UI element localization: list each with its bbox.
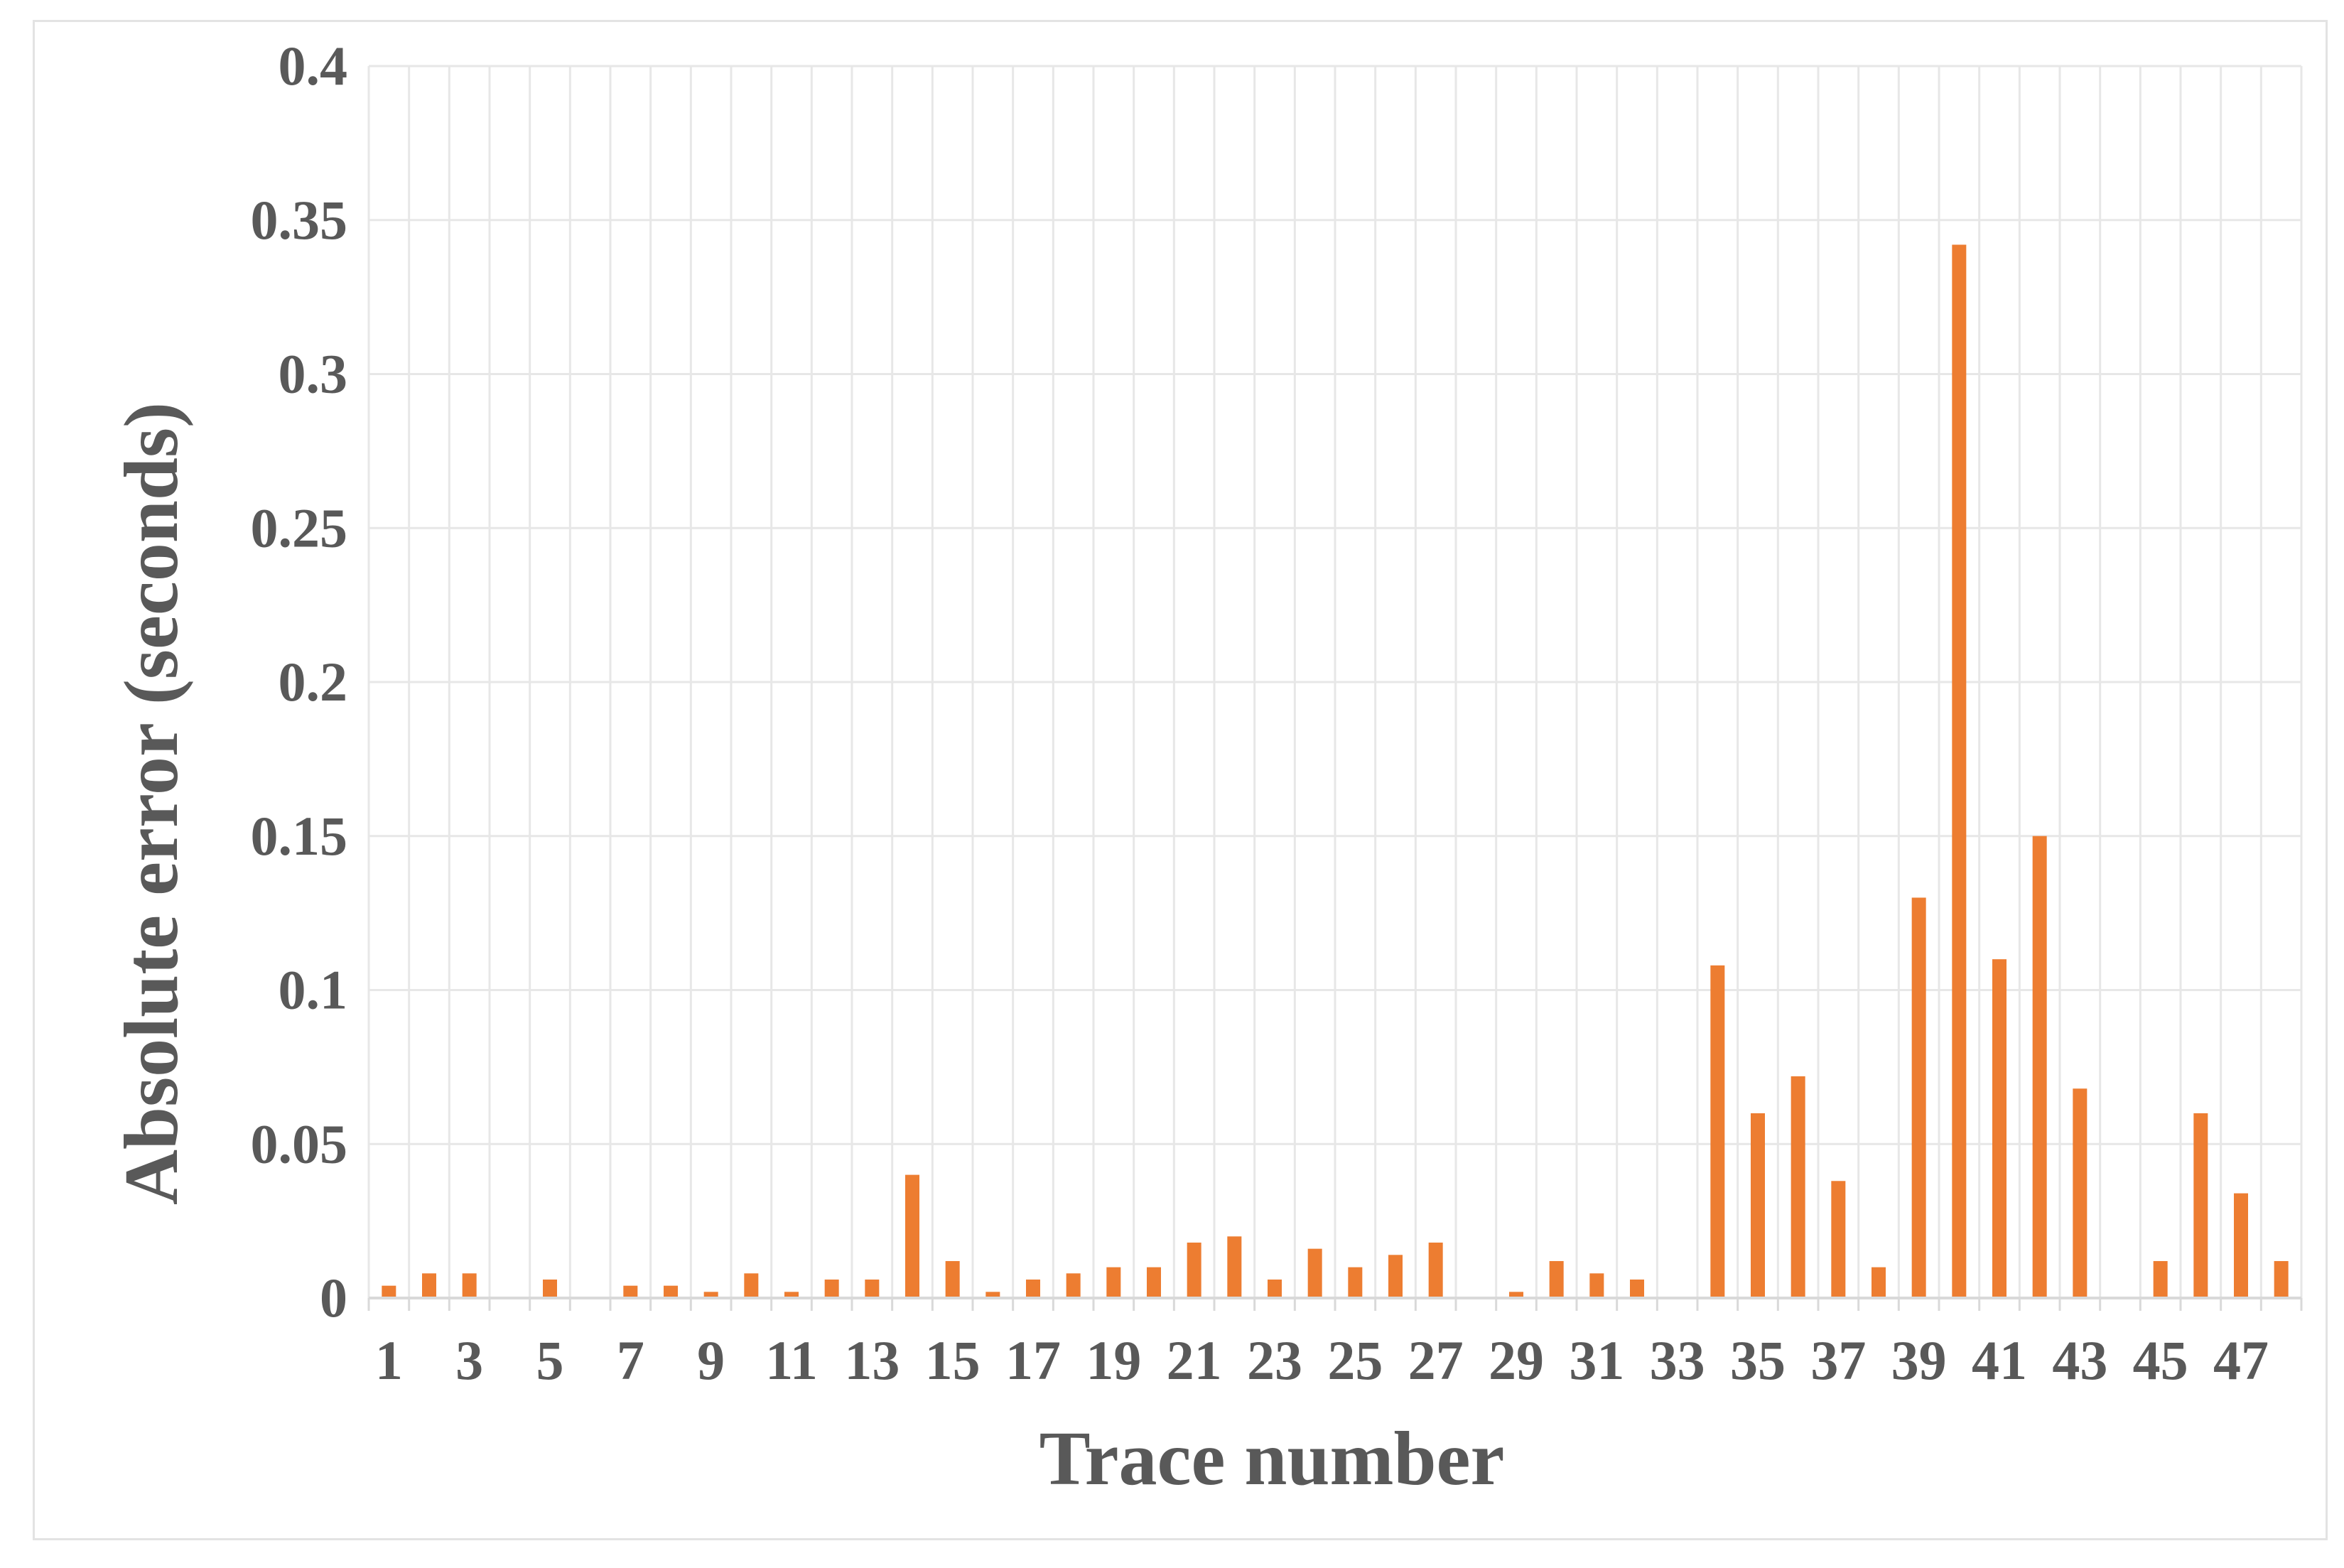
x-tick-label: 9: [697, 1329, 725, 1391]
bar-trace-30: [1549, 1260, 1564, 1298]
x-tick-label: 39: [1891, 1329, 1947, 1391]
bar-trace-16: [985, 1292, 1000, 1298]
x-tick-label: 45: [2133, 1329, 2188, 1391]
bar-trace-23: [1268, 1279, 1282, 1298]
y-tick-labels: 0 0.05 0.1 0.15 0.2 0.25 0.3 0.35 0.4: [251, 35, 348, 1329]
bar-trace-40: [1952, 244, 1967, 1299]
x-tick-label: 47: [2213, 1329, 2269, 1391]
bar-trace-25: [1348, 1267, 1363, 1298]
y-tick-label: 0.2: [279, 651, 348, 713]
bar-trace-2: [422, 1273, 436, 1298]
x-tick-label: 7: [617, 1329, 644, 1391]
bar-trace-14: [905, 1174, 919, 1298]
bar-trace-35: [1751, 1113, 1765, 1298]
x-tick-label: 11: [765, 1329, 818, 1391]
bar-trace-3: [462, 1273, 477, 1298]
x-axis: [367, 1297, 2303, 1311]
x-tick-label: 15: [925, 1329, 981, 1391]
bar-trace-37: [1831, 1181, 1846, 1298]
bar-trace-26: [1388, 1255, 1403, 1298]
y-tick-label: 0.25: [251, 497, 348, 558]
y-axis-title: Absolute error (seconds): [109, 402, 194, 1205]
bar-trace-47: [2234, 1193, 2248, 1298]
bar-trace-8: [664, 1285, 678, 1298]
bar-trace-29: [1509, 1292, 1523, 1298]
bar-trace-27: [1428, 1242, 1443, 1298]
bar-trace-22: [1227, 1236, 1242, 1298]
bars: [382, 244, 2289, 1299]
bar-trace-24: [1307, 1248, 1322, 1298]
x-tick-label: 19: [1086, 1329, 1141, 1391]
x-tick-label: 13: [844, 1329, 900, 1391]
x-tick-label: 29: [1489, 1329, 1544, 1391]
x-tick-labels: 1 3 5 7 9 11 13 15 17 19 21 23 25 27 29 31 33 35 37 39 41 43 4…: [375, 1329, 2269, 1391]
x-tick-label: 41: [1972, 1329, 2027, 1391]
bar-trace-15: [945, 1260, 960, 1298]
bar-trace-7: [623, 1285, 638, 1298]
x-tick-label: 37: [1810, 1329, 1866, 1391]
y-tick-label: 0.05: [251, 1113, 348, 1174]
bar-trace-31: [1589, 1273, 1604, 1298]
x-tick-label: 33: [1650, 1329, 1705, 1391]
bar-trace-42: [2032, 836, 2047, 1298]
bar-trace-10: [744, 1273, 759, 1298]
bar-trace-38: [1872, 1267, 1886, 1298]
x-tick-label: 43: [2052, 1329, 2107, 1391]
x-tick-label: 3: [455, 1329, 483, 1391]
grid-lines: [367, 65, 2303, 1299]
bar-trace-36: [1791, 1076, 1805, 1298]
bar-trace-12: [824, 1279, 839, 1298]
x-tick-label: 23: [1247, 1329, 1302, 1391]
bar-trace-46: [2193, 1113, 2208, 1298]
chart-frame: 0 0.05 0.1 0.15 0.2 0.25 0.3 0.35 0.4 1 3 5 7 9 11 13 1…: [33, 20, 2328, 1540]
x-tick-label: 17: [1005, 1329, 1061, 1391]
y-tick-label: 0: [320, 1267, 347, 1329]
bar-trace-19: [1106, 1267, 1121, 1298]
bar-trace-13: [865, 1279, 880, 1298]
bar-trace-21: [1187, 1242, 1201, 1298]
bar-trace-20: [1147, 1267, 1161, 1298]
y-tick-label: 0.1: [279, 959, 348, 1021]
bar-chart: 00.050.10.150.20.250.30.350.4 1 3 5 7 9 11 13 1…: [109, 35, 2303, 1501]
x-tick-label: 25: [1327, 1329, 1383, 1391]
x-tick-label: 31: [1569, 1329, 1624, 1391]
bar-trace-11: [784, 1292, 799, 1298]
x-tick-label: 5: [536, 1329, 564, 1391]
x-tick-label: 21: [1167, 1329, 1222, 1391]
x-tick-label: 27: [1408, 1329, 1464, 1391]
y-tick-label: 0.3: [279, 343, 348, 405]
bar-trace-39: [1911, 897, 1926, 1298]
x-tick-label: 35: [1730, 1329, 1786, 1391]
x-axis-title: Trace number: [1039, 1417, 1505, 1501]
bar-trace-5: [543, 1279, 557, 1298]
y-tick-label: 0.15: [251, 805, 348, 867]
bar-trace-34: [1710, 965, 1725, 1298]
bar-trace-17: [1026, 1279, 1040, 1298]
bar-trace-43: [2073, 1088, 2088, 1298]
x-tick-label: 1: [375, 1329, 403, 1391]
bar-trace-9: [703, 1292, 718, 1298]
y-tick-label: 0.4: [279, 35, 348, 97]
bar-trace-32: [1630, 1279, 1644, 1298]
bar-trace-41: [1992, 959, 2007, 1298]
bar-trace-1: [382, 1285, 396, 1298]
bar-trace-18: [1066, 1273, 1081, 1298]
bar-trace-45: [2153, 1260, 2168, 1298]
y-tick-label: 0.35: [251, 189, 348, 251]
bar-trace-48: [2274, 1260, 2289, 1298]
